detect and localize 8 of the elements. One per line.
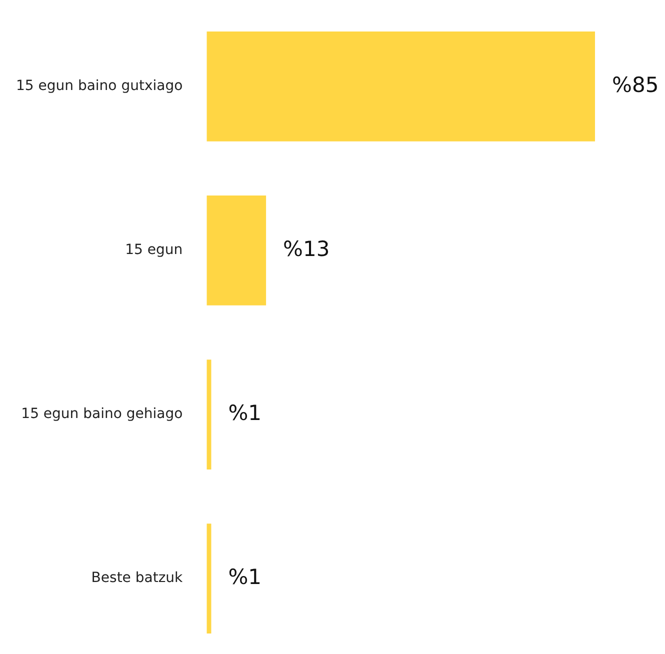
y-tick-label: 15 egun bbox=[125, 242, 183, 258]
y-tick-label: 15 egun baino gehiago bbox=[21, 406, 183, 422]
data-label: %1 bbox=[228, 400, 262, 425]
data-label: %1 bbox=[228, 565, 262, 590]
y-tick-label: 15 egun baino gutxiago bbox=[16, 78, 183, 94]
data-label: %85 bbox=[612, 72, 659, 97]
data-label: %13 bbox=[283, 236, 330, 261]
y-tick-label: Beste batzuk bbox=[91, 570, 184, 586]
